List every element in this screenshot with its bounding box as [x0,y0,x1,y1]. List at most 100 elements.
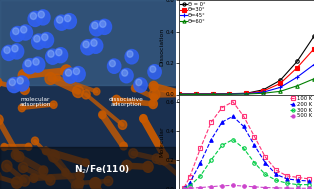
Circle shape [64,15,71,22]
100 K [263,156,267,158]
Θ=45° [312,64,314,66]
Y-axis label: Dissociation: Dissociation [160,28,165,66]
Circle shape [149,99,157,108]
500 K [242,185,246,187]
100 K [220,106,224,109]
300 K [209,159,213,161]
500 K [296,187,300,189]
Line: Θ=30°: Θ=30° [177,47,314,96]
Circle shape [11,177,22,188]
Bar [0,0,176,85]
Circle shape [19,104,25,112]
Θ=45° [228,93,231,95]
Θ=45° [194,93,198,95]
Θ = 0° [194,93,198,95]
Θ=45° [245,93,248,95]
Legend: 100 K, 200 K, 300 K, 500 K: 100 K, 200 K, 300 K, 500 K [290,96,313,119]
Circle shape [73,86,84,98]
Circle shape [48,150,59,162]
Circle shape [160,156,168,165]
Circle shape [107,59,121,73]
Line: 500 K: 500 K [182,184,310,189]
Θ=60° [278,90,282,92]
Circle shape [99,111,106,119]
Circle shape [62,14,76,29]
Circle shape [34,35,40,42]
Circle shape [152,154,161,163]
Θ=45° [295,76,299,78]
Circle shape [93,88,100,95]
500 K [220,185,224,187]
Circle shape [13,28,19,35]
100 K [242,115,246,117]
300 K [296,184,300,186]
Θ = 0° [245,92,248,94]
300 K [274,179,278,181]
Circle shape [19,25,32,40]
Θ = 0° [211,93,214,95]
Θ=60° [312,78,314,80]
Circle shape [62,169,69,176]
300 K [220,144,224,146]
Circle shape [48,50,54,57]
200 K [285,178,289,180]
100 K [182,186,186,189]
Circle shape [89,21,104,36]
Circle shape [46,175,55,185]
Circle shape [134,78,147,92]
200 K [274,173,278,176]
Circle shape [125,50,138,64]
Circle shape [18,70,29,81]
200 K [307,180,311,182]
200 K [263,162,267,164]
Circle shape [140,115,147,122]
Legend: Θ = 0°, Θ=30°, Θ=45°, Θ=60°: Θ = 0°, Θ=30°, Θ=45°, Θ=60° [180,1,206,25]
200 K [231,115,235,117]
Circle shape [7,77,21,93]
300 K [285,182,289,184]
100 K [198,147,202,149]
Θ=60° [295,85,299,87]
Circle shape [65,69,72,76]
Θ = 0° [261,89,265,91]
Circle shape [83,159,89,167]
Circle shape [31,57,45,72]
Θ=30° [312,48,314,50]
Circle shape [20,26,27,33]
300 K [263,173,267,176]
Circle shape [9,79,15,86]
Θ=30° [211,93,214,95]
Circle shape [56,49,62,56]
100 K [252,136,256,138]
Circle shape [149,88,160,100]
Circle shape [83,41,89,48]
Circle shape [89,38,103,53]
200 K [188,182,192,184]
Circle shape [156,154,165,164]
Line: 200 K: 200 K [182,115,310,189]
500 K [307,187,311,189]
Θ = 0° [177,93,181,95]
Circle shape [39,166,48,175]
Line: Θ=60°: Θ=60° [177,77,314,96]
Circle shape [42,147,49,155]
Circle shape [33,58,39,65]
500 K [209,186,213,188]
Circle shape [72,180,83,189]
200 K [242,125,246,128]
Circle shape [120,68,133,83]
100 K [209,121,213,123]
Bar [0,147,176,189]
Θ=60° [261,92,265,94]
Θ=30° [177,93,181,95]
Circle shape [122,70,128,76]
Circle shape [63,68,77,83]
Circle shape [122,160,132,171]
Text: N$_2$/Fe(110): N$_2$/Fe(110) [74,164,130,176]
Circle shape [25,60,31,67]
Θ=60° [177,93,181,95]
Circle shape [30,13,36,19]
Circle shape [54,48,68,63]
Circle shape [42,34,48,41]
Circle shape [19,175,30,186]
